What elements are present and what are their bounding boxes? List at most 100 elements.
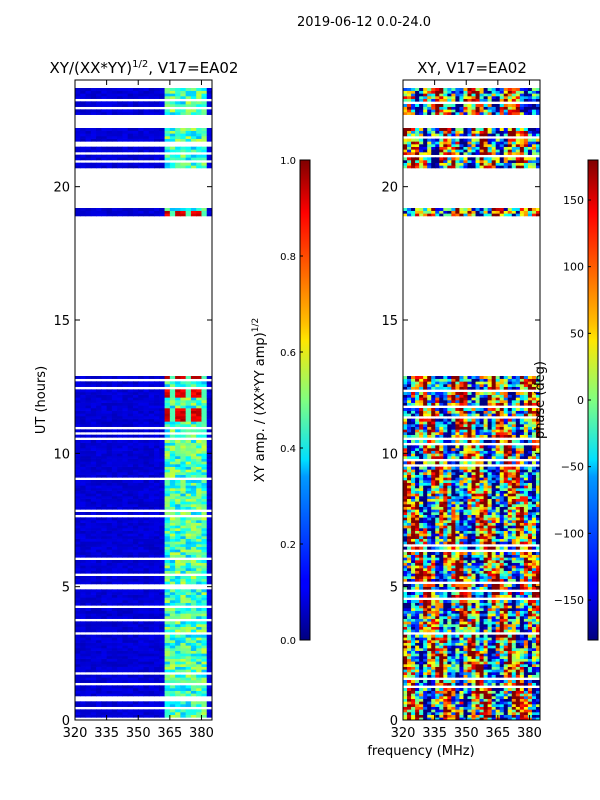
heatmap-cell xyxy=(106,634,113,638)
heatmap-cell xyxy=(132,392,139,395)
heatmap-cell xyxy=(122,650,129,654)
heatmap-cell xyxy=(138,592,145,595)
heatmap-cell xyxy=(495,712,501,715)
heatmap-cell xyxy=(148,413,155,417)
heatmap-cell xyxy=(451,682,456,686)
heatmap-cell xyxy=(535,696,540,699)
heatmap-cell xyxy=(427,669,432,673)
heatmap-cell xyxy=(483,674,489,678)
heatmap-cell xyxy=(127,392,134,395)
heatmap-cell xyxy=(122,578,129,582)
heatmap-cell xyxy=(185,560,192,563)
heatmap-cell xyxy=(122,517,129,521)
heatmap-cell xyxy=(127,512,134,515)
heatmap-cell xyxy=(507,608,513,611)
heatmap-cell xyxy=(190,616,197,619)
heatmap-cell xyxy=(122,149,129,153)
heatmap-cell xyxy=(132,469,139,473)
heatmap-cell xyxy=(80,624,87,627)
heatmap-cell xyxy=(201,592,208,595)
heatmap-cell xyxy=(132,149,139,153)
heatmap-cell xyxy=(132,429,139,433)
heatmap-cell xyxy=(111,397,118,401)
heatmap-cell xyxy=(85,560,92,563)
heatmap-cell xyxy=(206,624,212,627)
heatmap-cell xyxy=(154,445,160,449)
heatmap-cell xyxy=(180,392,187,395)
heatmap-cell xyxy=(90,504,97,507)
heatmap-cell xyxy=(499,656,505,659)
heatmap-cell xyxy=(419,696,424,699)
heatmap-cell xyxy=(127,464,134,467)
heatmap-cell xyxy=(519,605,525,609)
heatmap-cell xyxy=(479,672,485,675)
heatmap-cell xyxy=(106,533,113,537)
heatmap-cell xyxy=(127,640,134,643)
heatmap-cell xyxy=(185,434,192,438)
heatmap-cell xyxy=(201,680,208,683)
heatmap-cell xyxy=(111,421,118,425)
heatmap-cell xyxy=(196,549,203,553)
heatmap-cell xyxy=(148,517,155,521)
heatmap-cell xyxy=(503,688,509,691)
heatmap-cell xyxy=(127,381,134,385)
colorbar-tick-label: 0.4 xyxy=(280,444,296,455)
heatmap-cell xyxy=(407,594,412,598)
heatmap-cell xyxy=(447,629,452,633)
figure-suptitle: 2019-06-12 0.0-24.0 xyxy=(297,15,431,30)
heatmap-cell xyxy=(419,717,424,720)
heatmap-cell xyxy=(479,610,485,614)
heatmap-cell xyxy=(96,504,102,507)
heatmap-cell xyxy=(175,570,181,574)
heatmap-cell xyxy=(154,112,160,115)
heatmap-cell xyxy=(190,544,197,547)
heatmap-cell xyxy=(90,610,97,614)
heatmap-cell xyxy=(143,690,150,694)
heatmap-cell xyxy=(75,648,81,651)
heatmap-cell xyxy=(206,581,212,585)
heatmap-cell xyxy=(154,576,160,579)
heatmap-cell xyxy=(127,538,134,542)
heatmap-cell xyxy=(431,682,436,686)
heatmap-cell xyxy=(85,701,92,705)
heatmap-cell xyxy=(75,434,81,438)
heatmap-cell xyxy=(515,664,521,667)
heatmap-cell xyxy=(196,517,203,521)
heatmap-cell xyxy=(148,624,155,627)
heatmap-cell xyxy=(415,600,420,603)
heatmap-cell xyxy=(90,490,97,494)
heatmap-cell xyxy=(483,640,489,643)
heatmap-cell xyxy=(201,384,208,387)
heatmap-cell xyxy=(159,485,166,489)
heatmap-cell xyxy=(175,157,181,161)
heatmap-cell xyxy=(503,645,509,649)
heatmap-cell xyxy=(175,680,181,683)
heatmap-cell xyxy=(96,525,102,529)
heatmap-cell xyxy=(185,645,192,649)
heatmap-cell xyxy=(106,402,113,406)
heatmap-cell xyxy=(523,629,529,633)
heatmap-cell xyxy=(463,594,469,598)
heatmap-cell xyxy=(143,389,150,393)
heatmap-cell xyxy=(90,538,97,542)
heatmap-cell xyxy=(515,709,521,713)
heatmap-cell xyxy=(439,637,444,641)
heatmap-cell xyxy=(196,528,203,531)
heatmap-cell xyxy=(535,717,540,720)
heatmap-cell xyxy=(164,517,171,521)
heatmap-cell xyxy=(117,578,124,582)
heatmap-cell xyxy=(201,642,208,646)
heatmap-cell xyxy=(519,586,525,590)
heatmap-cell xyxy=(117,402,124,406)
heatmap-cell xyxy=(132,677,139,681)
heatmap-cell xyxy=(439,658,444,662)
heatmap-cell xyxy=(190,101,197,105)
heatmap-cell xyxy=(143,525,150,529)
heatmap-cell xyxy=(96,589,102,593)
heatmap-cell xyxy=(201,501,208,505)
heatmap-cell xyxy=(471,661,477,665)
heatmap-cell xyxy=(132,101,139,105)
heatmap-cell xyxy=(106,568,113,571)
heatmap-cell xyxy=(111,165,118,169)
heatmap-cell xyxy=(96,154,102,158)
